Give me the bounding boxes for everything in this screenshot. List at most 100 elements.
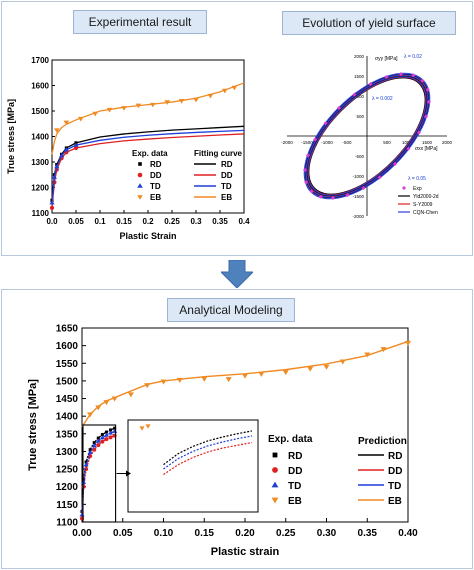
legend-label-DD: DD — [150, 171, 162, 180]
data-point-EB — [95, 405, 102, 411]
exp-point — [377, 175, 382, 180]
data-point-RD — [82, 478, 86, 482]
legend-marker-EB — [137, 195, 143, 200]
x-tick-label: -1500 — [301, 140, 313, 145]
legend-marker-DD — [272, 467, 278, 473]
y-tick-label: 1450 — [56, 394, 79, 405]
experimental-result-header: Experimental result — [73, 10, 207, 34]
inset-line-DD — [163, 441, 253, 476]
data-point-EB — [242, 373, 248, 379]
data-point-TD — [49, 200, 55, 205]
data-point-TD — [91, 443, 97, 448]
x-tick-label: 0.0 — [46, 217, 58, 226]
exp-point — [406, 146, 411, 151]
y-tick-label: 1500 — [56, 376, 79, 387]
x-axis-label: Plastic Strain — [119, 231, 176, 241]
legend-label-RD: RD — [150, 160, 162, 169]
legend-label-TD: TD — [288, 481, 301, 492]
inset-frame — [127, 419, 259, 513]
legend-marker-TD — [137, 183, 143, 188]
annotation-lambda-1: λ = 0.02 — [404, 54, 422, 60]
y-axis-label: σyy [MPa] — [375, 56, 398, 62]
x-tick-label: 0.2 — [142, 217, 154, 226]
data-point-EB — [339, 359, 346, 365]
y-axis-label: True stress [MPa] — [6, 99, 16, 174]
data-point-RD — [84, 460, 88, 464]
legend-marker-RD — [138, 162, 142, 166]
x-tick-label: 0.15 — [116, 217, 132, 226]
data-point-EB — [222, 88, 228, 94]
x-axis-label: Plastic strain — [211, 546, 280, 558]
data-point-TD — [87, 450, 93, 455]
legend-label-DD: DD — [288, 466, 302, 477]
series-line-RD — [51, 125, 245, 201]
data-point-TD — [99, 435, 105, 440]
y-tick-label: 1600 — [31, 82, 49, 91]
x-tick-label: 0.15 — [195, 528, 215, 539]
data-point-TD — [63, 147, 69, 152]
x-tick-label: 0.20 — [235, 528, 255, 539]
y-tick-label: 1000 — [354, 94, 365, 99]
legend-fit-label-DD: DD — [221, 171, 233, 180]
legend-marker-TD — [271, 481, 279, 488]
y-tick-label: 1650 — [56, 324, 79, 335]
inset-line-RD — [163, 430, 253, 466]
data-point-DD — [108, 435, 113, 440]
data-point-RD — [104, 430, 108, 434]
exp-point — [424, 114, 428, 119]
data-point-EB — [193, 97, 199, 103]
exp-point — [361, 185, 366, 190]
data-point-RD — [96, 436, 100, 440]
exp-point — [302, 168, 307, 173]
exp-point — [425, 87, 430, 92]
inset-line-TD — [163, 435, 253, 470]
legend-data-title: Exp. data — [132, 149, 168, 158]
legend-label-EB: EB — [150, 193, 161, 202]
data-point-EB — [144, 383, 151, 389]
exp-point — [318, 194, 323, 199]
x-tick-label: 0.1 — [94, 217, 106, 226]
data-point-EB — [127, 392, 134, 398]
x-tick-label: 0.30 — [317, 528, 337, 539]
data-point-EB — [201, 376, 208, 382]
x-tick-label: -1000 — [321, 140, 333, 145]
data-point-EB — [87, 412, 94, 418]
x-tick-label: 0.00 — [72, 528, 92, 539]
x-tick-label: 2000 — [442, 140, 453, 145]
x-axis-label: σxx [MPa] — [415, 146, 438, 152]
inset-point-EB — [145, 424, 151, 429]
legend-fit-label-RD: RD — [221, 160, 233, 169]
data-point-TD — [79, 512, 85, 517]
y-tick-label: -500 — [355, 154, 365, 159]
experimental-result-chart: 1100 1200 1300 1400 1500 1600 1700 0.0 0.05 0.1 0.… — [6, 56, 250, 241]
y-tick-label: 1400 — [56, 412, 79, 423]
y-tick-label: 1100 — [56, 518, 78, 529]
down-arrow-icon — [221, 260, 253, 288]
annotation-lambda-3: λ = 0.05 — [408, 176, 426, 182]
legend-label-TD: TD — [150, 182, 161, 191]
legend-fit-title: Fitting curve — [194, 149, 243, 158]
exp-point — [399, 71, 404, 76]
legend-fit-label-EB: EB — [221, 193, 232, 202]
data-point-EB — [207, 93, 214, 99]
x-tick-label: 0.40 — [398, 528, 418, 539]
y-tick-label: -2000 — [352, 214, 364, 219]
exp-point — [345, 193, 350, 197]
data-point-EB — [178, 99, 185, 104]
y-tick-label: 1400 — [31, 133, 49, 142]
yield-surface-header: Evolution of yield surface — [282, 11, 456, 35]
data-point-RD — [113, 426, 117, 430]
x-tick-label: 0.35 — [212, 217, 228, 226]
data-point-EB — [54, 128, 60, 133]
analytical-modeling-chart: 1100 1150 1200 1250 1300 1350 1400 1450 1500 1550… — [27, 324, 418, 559]
y-tick-label: 1100 — [32, 209, 50, 218]
data-point-EB — [111, 396, 118, 402]
y-tick-label: -1500 — [352, 194, 364, 199]
legend-marker-EB — [271, 497, 279, 504]
x-tick-label: 0.35 — [358, 528, 378, 539]
data-point-EB — [150, 102, 156, 108]
annotation-lambda-2: λ = 0.002 — [372, 96, 393, 102]
y-tick-label: -1000 — [352, 174, 364, 179]
inset-arrow-icon — [126, 470, 131, 477]
x-tick-label: 500 — [383, 140, 391, 145]
